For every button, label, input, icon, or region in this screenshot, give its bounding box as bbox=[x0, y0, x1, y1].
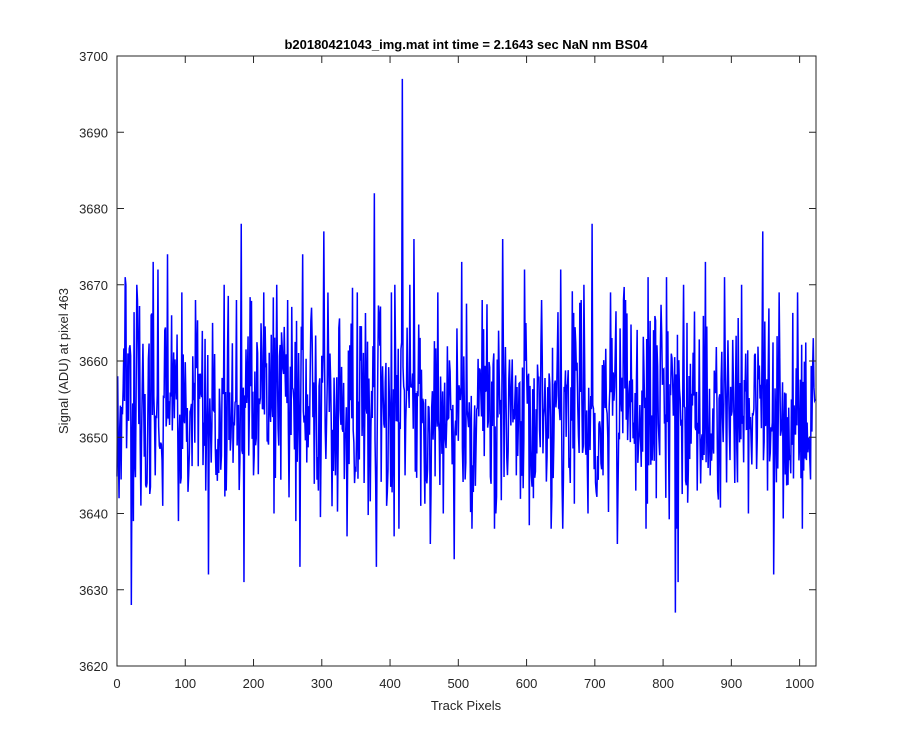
y-tick: 3640 bbox=[79, 507, 816, 522]
x-tick: 1000 bbox=[785, 56, 814, 691]
x-tick-label: 0 bbox=[113, 676, 120, 691]
y-tick: 3690 bbox=[79, 125, 816, 140]
y-tick-label: 3700 bbox=[79, 49, 108, 64]
y-tick: 3700 bbox=[79, 49, 816, 64]
y-tick: 3620 bbox=[79, 659, 816, 674]
x-tick-label: 200 bbox=[243, 676, 265, 691]
series-layer bbox=[116, 78, 816, 613]
x-tick-label: 900 bbox=[721, 676, 743, 691]
x-tick-label: 600 bbox=[516, 676, 538, 691]
x-tick-label: 300 bbox=[311, 676, 333, 691]
x-tick: 200 bbox=[243, 56, 265, 691]
x-tick: 300 bbox=[311, 56, 333, 691]
y-tick-label: 3660 bbox=[79, 354, 108, 369]
plot-area: 0 100 200 300 400 500 600 700 800 900 1000 3620 363… bbox=[79, 49, 817, 691]
y-tick: 3660 bbox=[79, 354, 816, 369]
y-tick-label: 3620 bbox=[79, 659, 108, 674]
x-tick: 600 bbox=[516, 56, 538, 691]
y-tick-label: 3650 bbox=[79, 430, 108, 445]
x-tick-label: 500 bbox=[447, 676, 469, 691]
x-tick: 100 bbox=[174, 56, 196, 691]
y-tick-label: 3640 bbox=[79, 507, 108, 522]
chart-title: b20180421043_img.mat int time = 2.1643 s… bbox=[284, 37, 648, 52]
x-tick: 500 bbox=[447, 56, 469, 691]
x-tick-label: 800 bbox=[652, 676, 674, 691]
x-tick: 0 bbox=[113, 56, 121, 691]
y-axis-ticks: 3620 3630 3640 3650 3660 3670 3680 3690 3700 bbox=[79, 49, 816, 674]
y-tick: 3650 bbox=[79, 430, 816, 445]
y-tick-label: 3630 bbox=[79, 583, 108, 598]
y-tick-label: 3690 bbox=[79, 125, 108, 140]
series-line bbox=[116, 78, 816, 613]
x-axis-label: Track Pixels bbox=[431, 698, 502, 713]
y-axis-label: Signal (ADU) at pixel 463 bbox=[56, 288, 71, 434]
y-tick-label: 3680 bbox=[79, 202, 108, 217]
x-tick: 800 bbox=[652, 56, 674, 691]
y-tick: 3670 bbox=[79, 278, 816, 293]
x-tick-label: 1000 bbox=[785, 676, 814, 691]
y-tick: 3680 bbox=[79, 202, 816, 217]
x-tick-label: 100 bbox=[174, 676, 196, 691]
y-tick: 3630 bbox=[79, 583, 816, 598]
x-tick-label: 400 bbox=[379, 676, 401, 691]
x-tick: 700 bbox=[584, 56, 606, 691]
x-axis-ticks: 0 100 200 300 400 500 600 700 800 900 1000 bbox=[113, 56, 814, 691]
x-tick: 400 bbox=[379, 56, 401, 691]
x-tick-label: 700 bbox=[584, 676, 606, 691]
y-tick-label: 3670 bbox=[79, 278, 108, 293]
x-tick: 900 bbox=[721, 56, 743, 691]
